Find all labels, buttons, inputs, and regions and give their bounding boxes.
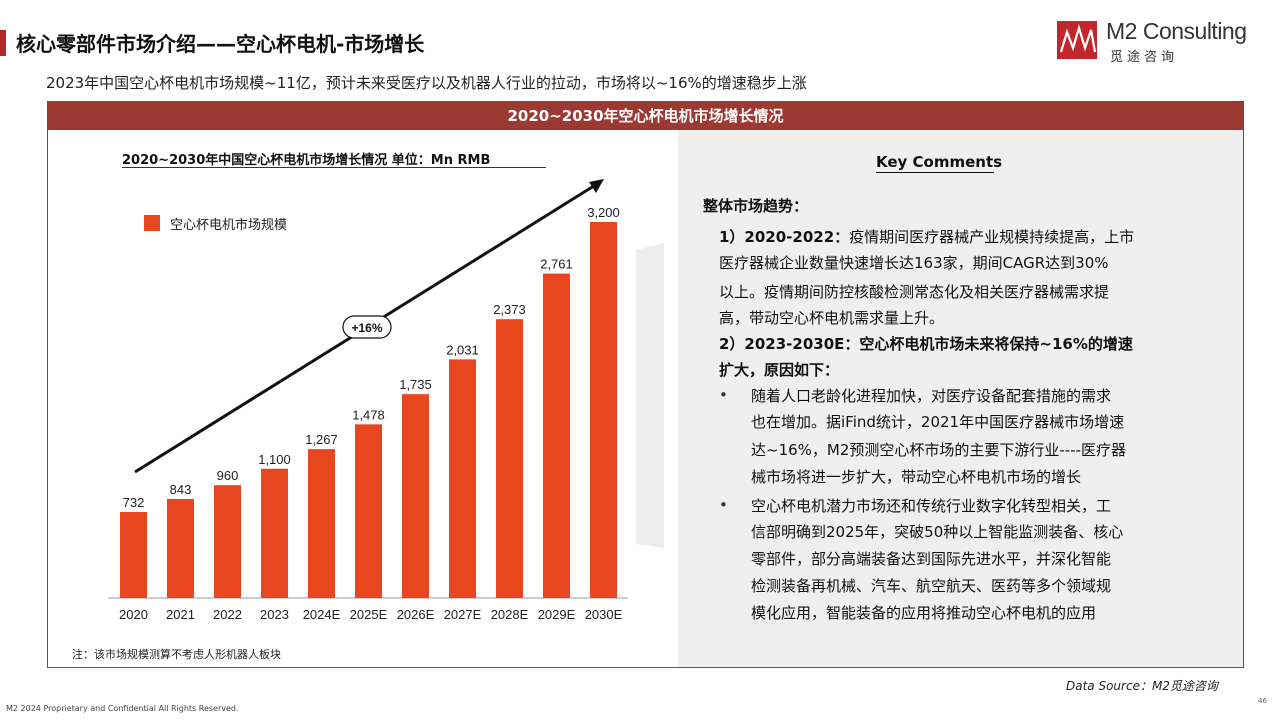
copyright-notice: M2 2024 Proprietary and Confidential All…: [6, 704, 239, 713]
bar-2022: [214, 485, 241, 598]
bar-2026E: [402, 394, 429, 598]
growth-annotation: +16%: [351, 321, 382, 335]
footnote: 注：该市场规模测算不考虑人形机器人板块: [72, 648, 281, 661]
comments-box: [678, 130, 1243, 667]
value-label-2030E: 3,200: [587, 205, 620, 220]
paragraph-1-line-3: 以上。疫情期间防控核酸检测常态化及相关医疗器械需求提: [719, 283, 1110, 301]
decorative-divider-shape: [636, 243, 664, 548]
bullet-2-line-3: 零部件，部分高端装备达到国际先进水平，并深化智能: [751, 550, 1112, 568]
bar-2028E: [496, 319, 523, 598]
category-label-2027E: 2027E: [444, 607, 482, 622]
trend-arrow-head: [589, 179, 604, 193]
content-panel: 2020~2030年空心杯电机市场增长情况: [47, 101, 1244, 668]
panel-heading: 2020~2030年空心杯电机市场增长情况: [48, 102, 1243, 130]
company-logo: M2 Consulting 觅途咨询: [1056, 18, 1266, 68]
growth-annotation-box: [342, 315, 392, 339]
logo-subtitle: 觅途咨询: [1110, 50, 1179, 65]
bar-2030E: [590, 222, 617, 598]
value-label-2029E: 2,761: [540, 257, 573, 272]
paragraph-1-line-4: 高，带动空心杯电机需求量上升。: [719, 309, 945, 327]
legend-label: 空心杯电机市场规模: [170, 218, 288, 233]
key-comments-title: Key Comments: [876, 153, 1003, 171]
bar-2029E: [543, 273, 570, 598]
bullet-dot-1: •: [719, 386, 728, 404]
category-label-2022: 2022: [213, 607, 242, 622]
bullet-dot-2: •: [719, 496, 728, 514]
paragraph-2-line-1: 2）2023-2030E：空心杯电机市场未来将保持~16%的增速: [719, 335, 1133, 353]
paragraph-1-label: 1）2020-2022：: [719, 228, 850, 246]
bullet-1-line-1: 随着人口老龄化进程加快，对医疗设备配套措施的需求: [751, 387, 1112, 405]
key-comments-underline: [876, 172, 994, 173]
bullet-1-line-3: 达~16%，M2预测空心杯市场的主要下游行业----医疗器: [751, 441, 1127, 459]
category-label-2025E: 2025E: [350, 607, 388, 622]
paragraph-2-line-2: 扩大，原因如下：: [719, 361, 840, 379]
paragraph-1-line-1: 1）2020-2022：疫情期间医疗器械产业规模持续提高，上市: [719, 224, 1134, 250]
bar-2025E: [355, 424, 382, 598]
value-label-2022: 960: [217, 468, 239, 483]
section-heading: 整体市场趋势：: [703, 197, 809, 215]
paragraph-1-text: 疫情期间医疗器械产业规模持续提高，上市: [849, 228, 1135, 246]
bar-2024E: [308, 449, 335, 598]
page-number: 46: [1258, 697, 1267, 705]
category-label-2028E: 2028E: [491, 607, 529, 622]
value-label-2028E: 2,373: [493, 302, 526, 317]
title-accent-bar: [0, 30, 6, 56]
value-label-2020: 732: [123, 495, 145, 510]
paragraph-1-line-2: 医疗器械企业数量快速增长达163家，期间CAGR达到30%: [719, 254, 1109, 272]
value-label-2021: 843: [170, 482, 192, 497]
value-label-2026E: 1,735: [399, 377, 432, 392]
category-label-2023: 2023: [260, 607, 289, 622]
bar-2020: [120, 511, 147, 598]
category-label-2024E: 2024E: [303, 607, 341, 622]
category-label-2021: 2021: [166, 607, 195, 622]
bullet-1-line-2: 也在增加。据iFind统计，2021年中国医疗器械市场增速: [751, 413, 1125, 431]
chart-title-underline: [122, 167, 546, 168]
category-label-2029E: 2029E: [538, 607, 576, 622]
page-title: 核心零部件市场介绍——空心杯电机-市场增长: [16, 32, 425, 56]
bullet-2-line-4: 检测装备再机械、汽车、航空航天、医药等多个领域规: [751, 577, 1112, 595]
bullet-2-line-5: 模化应用，智能装备的应用将推动空心杯电机的应用: [751, 604, 1097, 622]
legend-swatch: [144, 215, 160, 231]
bar-2023: [261, 468, 288, 598]
bar-2027E: [449, 359, 476, 598]
value-label-2025E: 1,478: [352, 407, 385, 422]
chart-title: 2020~2030年中国空心杯电机市场增长情况 单位：Mn RMB: [122, 153, 491, 168]
bullet-2-line-2: 信部明确到2025年，突破50种以上智能监测装备、核心: [751, 523, 1124, 541]
data-source: Data Source：M2觅途咨询: [1066, 679, 1218, 693]
category-label-2020: 2020: [119, 607, 148, 622]
value-label-2024E: 1,267: [305, 432, 338, 447]
value-label-2027E: 2,031: [446, 342, 479, 357]
category-label-2030E: 2030E: [585, 607, 623, 622]
m2-logo-icon: [1057, 21, 1097, 59]
bullet-2-line-1: 空心杯电机潜力市场还和传统行业数字化转型相关，工: [751, 497, 1112, 515]
value-label-2023: 1,100: [258, 452, 291, 467]
page-subtitle: 2023年中国空心杯电机市场规模~11亿，预计未来受医疗以及机器人行业的拉动，市…: [46, 74, 807, 92]
logo-name: M2 Consulting: [1106, 18, 1247, 44]
bullet-1-line-4: 械市场将进一步扩大，带动空心杯电机市场的增长: [751, 468, 1082, 486]
bar-2021: [167, 498, 194, 598]
category-label-2026E: 2026E: [397, 607, 435, 622]
